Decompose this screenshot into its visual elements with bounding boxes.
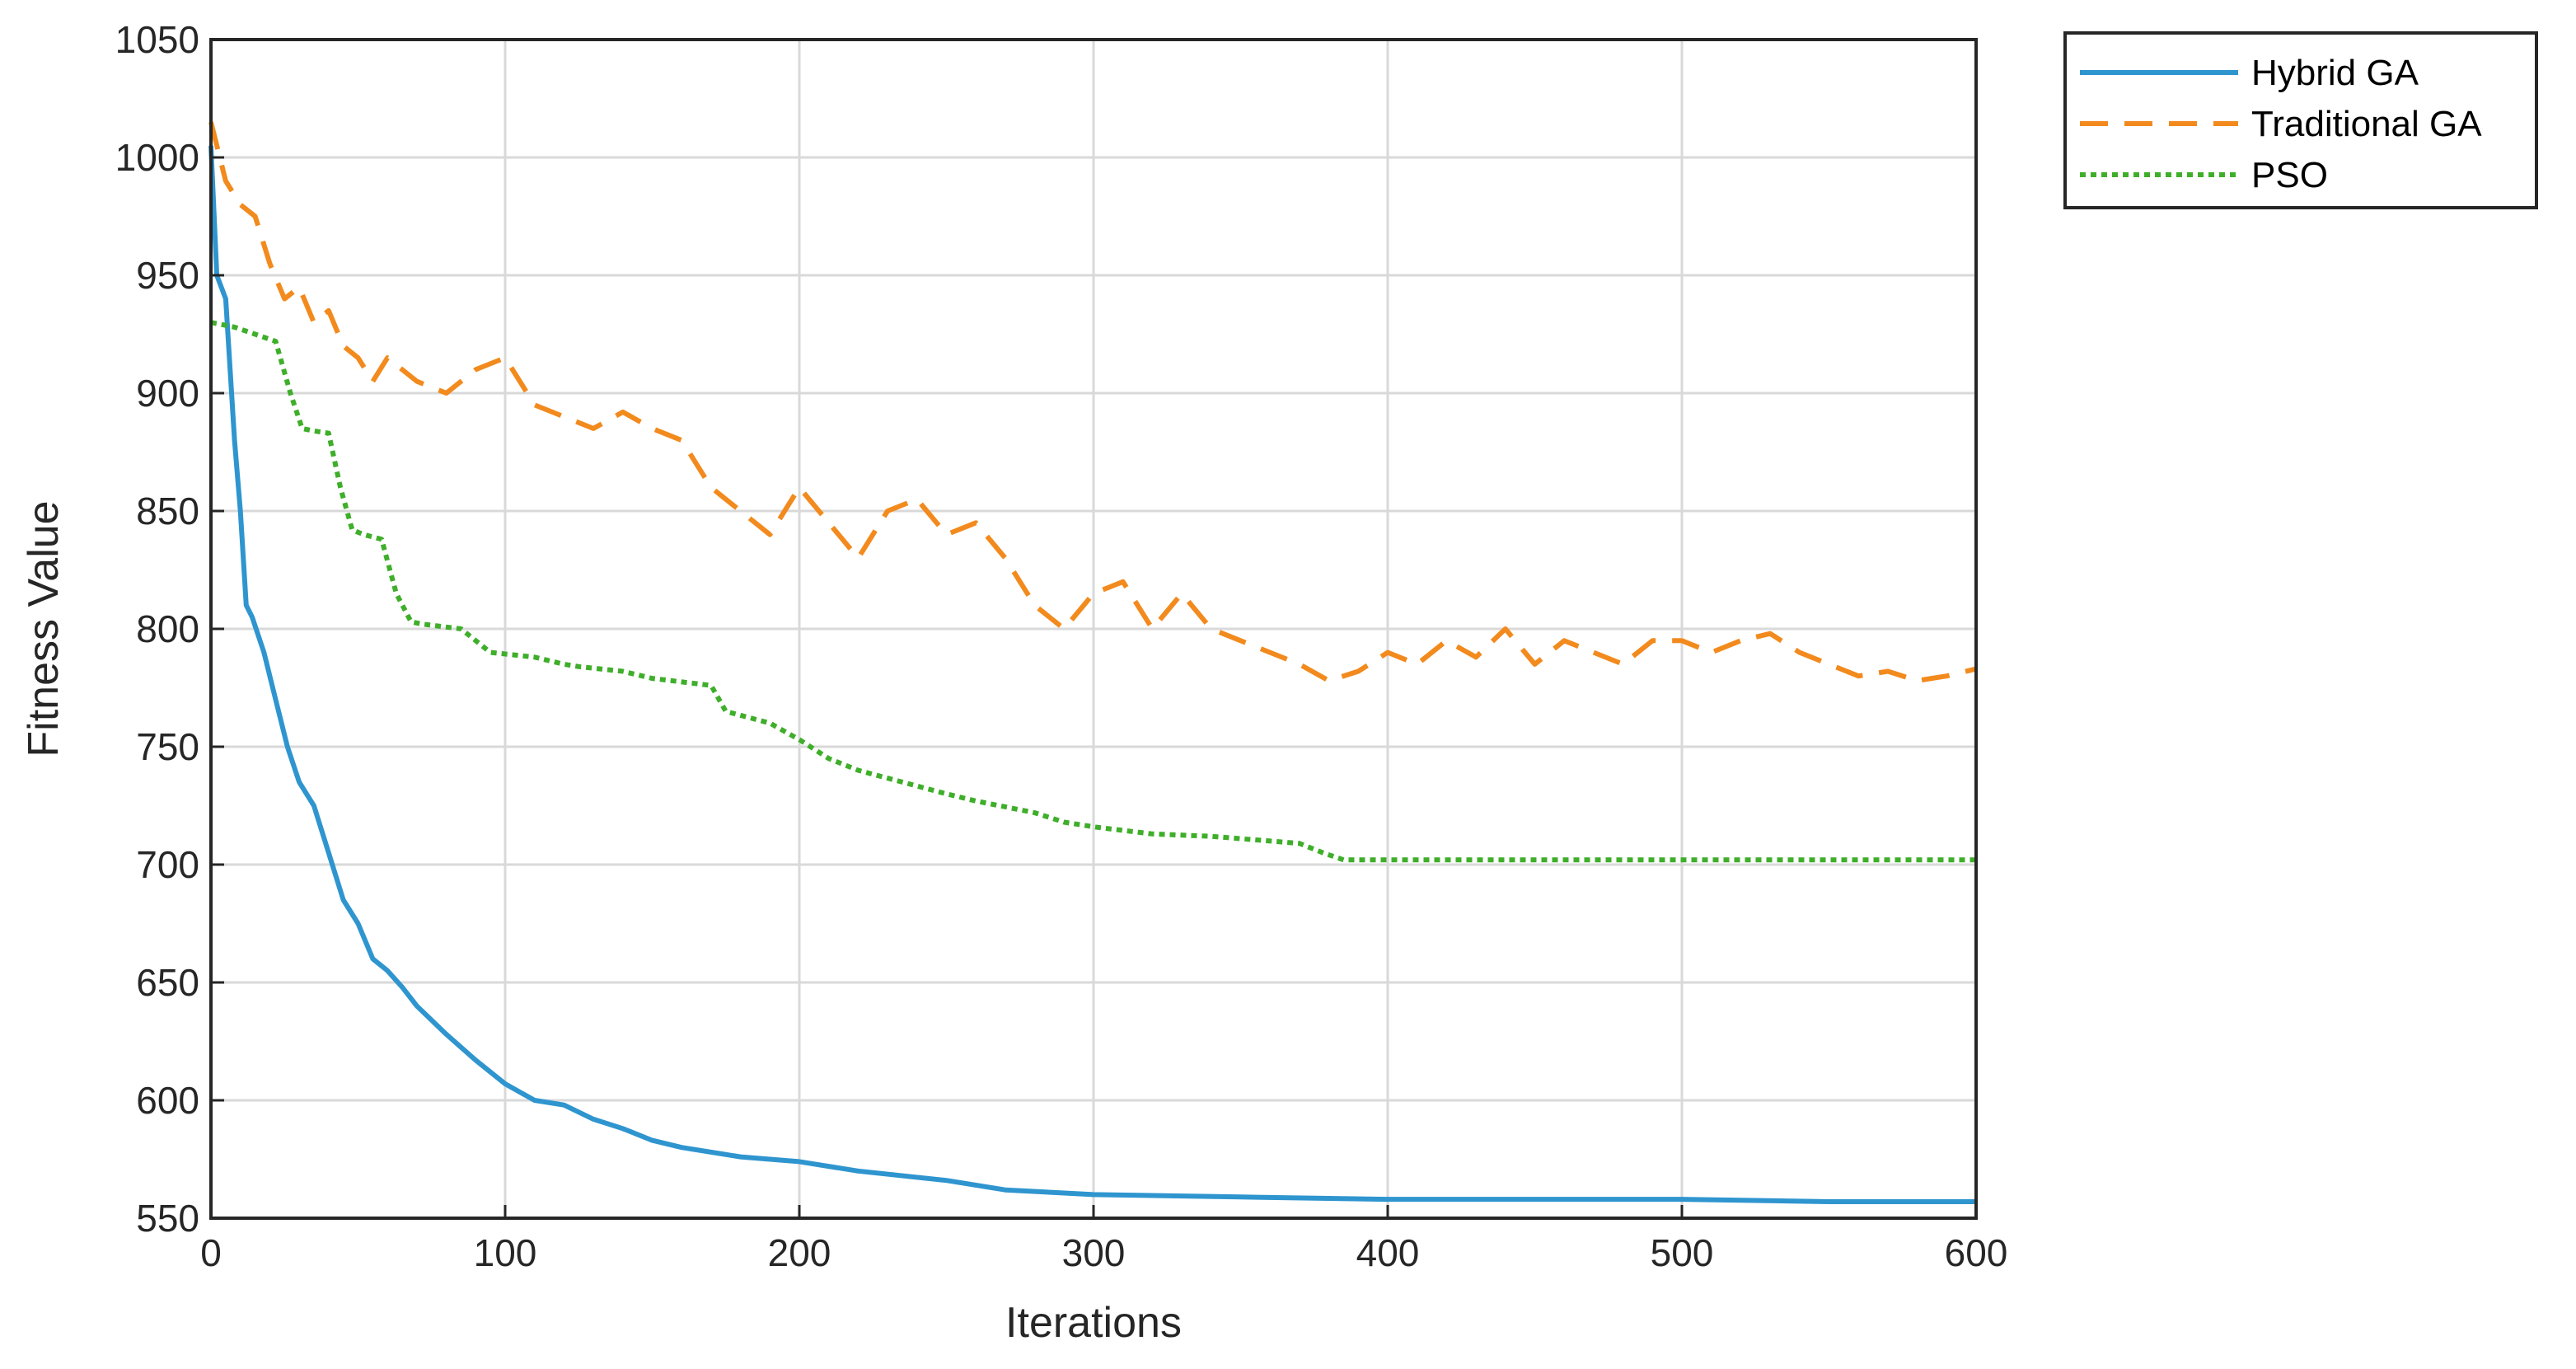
x-tick-label: 400	[1356, 1231, 1420, 1274]
series-line-hybrid-ga	[208, 145, 1976, 1204]
x-tick-label: 600	[1945, 1231, 2008, 1274]
legend-entry-label: Traditional GA	[2251, 104, 2482, 144]
y-tick-label: 850	[136, 490, 199, 532]
x-tick-label: 100	[474, 1231, 537, 1274]
x-tick-label: 500	[1651, 1231, 1714, 1274]
legend-box	[2063, 31, 2538, 209]
x-tick-label: 300	[1062, 1231, 1126, 1274]
series-layer	[208, 121, 1977, 1204]
ticks: 0 100 200 300 400 500 600 550 600 650 700 750 800 850…	[115, 18, 2008, 1274]
x-tick-label: 0	[200, 1231, 222, 1274]
legend: Hybrid GA Traditional GA PSO	[2063, 31, 2538, 209]
y-tick-label: 900	[136, 372, 199, 415]
series-line-traditional-ga	[208, 121, 1977, 683]
y-tick-label: 550	[136, 1197, 199, 1240]
y-tick-label: 950	[136, 254, 199, 297]
series-line-pso	[210, 320, 1976, 863]
y-tick-label: 1050	[115, 18, 199, 61]
y-tick-label: 800	[136, 607, 199, 650]
x-tick-label: 200	[768, 1231, 831, 1274]
y-axis-title: Fitness Value	[20, 500, 68, 757]
y-tick-label: 600	[136, 1079, 199, 1122]
y-tick-label: 650	[136, 961, 199, 1004]
legend-entry-label: Hybrid GA	[2251, 53, 2419, 93]
legend-entry-label: PSO	[2251, 155, 2328, 195]
y-tick-label: 750	[136, 725, 199, 768]
y-tick-label: 1000	[115, 136, 199, 179]
y-tick-label: 700	[136, 843, 199, 886]
x-axis-title: Iterations	[1005, 1299, 1182, 1347]
